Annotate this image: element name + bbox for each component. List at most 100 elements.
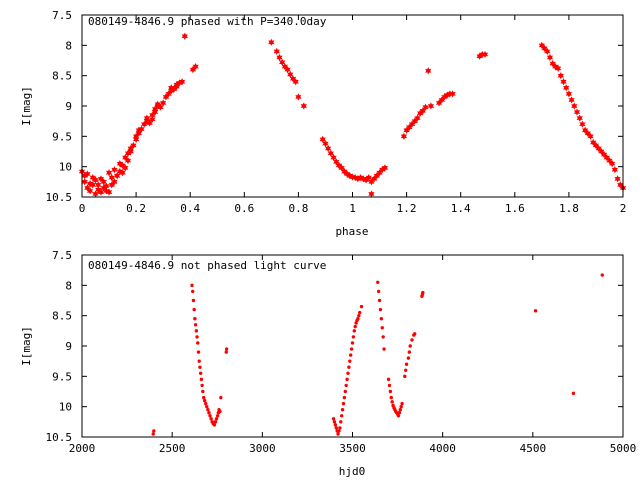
phased-data-point: [368, 178, 375, 186]
unphased-data-point: [398, 408, 402, 412]
phased-data-point: [189, 66, 197, 74]
phased-x-tick-label: 1.8: [559, 202, 579, 215]
phased-data-point: [379, 166, 386, 174]
unphased-data-point: [215, 414, 220, 418]
unphased-data-point: [376, 289, 381, 294]
phased-data-point: [560, 78, 567, 86]
phased-data-point: [408, 120, 416, 128]
phased-data-point: [568, 96, 575, 104]
unphased-data-point: [201, 389, 205, 394]
phased-data-point: [349, 173, 356, 181]
phased-data-point: [122, 153, 129, 162]
phased-data-point: [111, 178, 118, 186]
unphased-data-point: [209, 417, 213, 421]
phased-data-point: [154, 100, 161, 108]
phased-data-point: [538, 41, 545, 49]
unphased-data-point: [348, 353, 353, 357]
phased-data-point: [284, 66, 291, 74]
unphased-data-point: [404, 362, 409, 366]
phased-data-point: [162, 93, 169, 101]
unphased-light-curve-panel: 2000 2500 3000 3500 4000 4500 5000 7.5 8 8.5 9 9.5…: [20, 249, 636, 478]
phased-y-tick-label: 8: [65, 39, 72, 52]
phased-data-point: [122, 164, 129, 172]
unphased-data-points: [151, 273, 604, 436]
unphased-data-point: [413, 332, 417, 336]
unphased-data-point: [343, 389, 347, 394]
unphased-data-point: [376, 280, 380, 284]
unphased-data-point: [207, 411, 211, 415]
phased-y-tick-label: 9.5: [52, 130, 72, 143]
phased-data-point: [95, 181, 102, 189]
phased-data-point: [322, 140, 329, 148]
phased-data-point: [92, 190, 99, 198]
unphased-x-ticks: 2000 2500 3000 3500 4000 4500 5000: [69, 255, 636, 455]
phased-data-point: [116, 160, 123, 168]
phased-x-tick-label: 0: [79, 202, 86, 215]
phased-data-points: [78, 32, 627, 198]
unphased-data-point: [379, 317, 384, 321]
phased-data-point: [97, 175, 105, 183]
unphased-data-point: [397, 411, 402, 415]
phased-data-point: [192, 62, 199, 71]
phased-data-point: [181, 32, 188, 40]
unphased-data-point: [206, 408, 210, 412]
phased-data-point: [400, 132, 408, 140]
unphased-data-point: [378, 307, 383, 312]
unphased-chart-title: 080149-4846.9 not phased light curve: [88, 259, 326, 272]
phased-data-point: [479, 50, 486, 59]
phased-data-point: [279, 58, 286, 66]
phased-x-tick-label: 1.4: [451, 202, 471, 215]
phased-data-point: [111, 166, 118, 174]
phased-data-point: [84, 170, 91, 178]
phased-data-point: [376, 169, 383, 177]
unphased-data-point: [352, 329, 357, 333]
phased-data-point: [549, 59, 556, 68]
phased-data-point: [92, 176, 99, 184]
unphased-y-tick-label: 7.5: [52, 249, 72, 262]
phased-data-point: [100, 184, 107, 192]
unphased-data-point: [191, 289, 195, 294]
phased-x-tick-label: 0.6: [234, 202, 254, 215]
unphased-data-point: [377, 298, 382, 303]
phased-data-point: [365, 173, 372, 182]
unphased-data-point: [359, 304, 364, 309]
unphased-x-axis-label: hjd0: [339, 465, 366, 478]
phased-data-point: [600, 150, 608, 159]
phased-data-point: [319, 135, 326, 143]
phased-data-point: [276, 53, 283, 62]
phased-data-point: [295, 93, 302, 101]
phased-data-point: [406, 123, 413, 131]
unphased-data-point: [344, 383, 348, 388]
phased-data-point: [427, 102, 435, 110]
unphased-data-point: [358, 310, 362, 315]
phased-data-point: [584, 129, 591, 137]
unphased-data-point: [202, 398, 207, 403]
unphased-data-point: [218, 409, 222, 414]
phased-data-point: [563, 84, 570, 92]
unphased-data-point: [351, 335, 356, 339]
phased-data-point: [149, 111, 156, 119]
unphased-data-point: [381, 335, 385, 339]
unphased-data-point: [533, 309, 538, 313]
phased-data-point: [590, 138, 597, 146]
phased-x-tick-label: 1: [349, 202, 356, 215]
unphased-data-point: [389, 395, 393, 400]
unphased-data-point: [205, 404, 209, 409]
unphased-data-point: [334, 426, 338, 430]
phased-data-point: [595, 144, 602, 153]
unphased-data-point: [356, 317, 360, 321]
unphased-data-point: [338, 426, 342, 430]
phased-data-point: [598, 147, 605, 156]
phased-x-tick-label: 1.2: [397, 202, 417, 215]
unphased-y-tick-label: 8.5: [52, 310, 72, 323]
unphased-data-point: [408, 344, 412, 348]
phased-data-point: [603, 153, 610, 162]
unphased-data-point: [224, 350, 228, 354]
unphased-data-point: [341, 401, 346, 406]
phased-data-point: [327, 149, 334, 157]
phased-data-point: [573, 108, 581, 116]
unphased-data-point: [331, 417, 336, 421]
phased-data-point: [130, 141, 137, 150]
phased-data-point: [435, 99, 443, 107]
unphased-x-tick-label: 4500: [520, 442, 547, 455]
